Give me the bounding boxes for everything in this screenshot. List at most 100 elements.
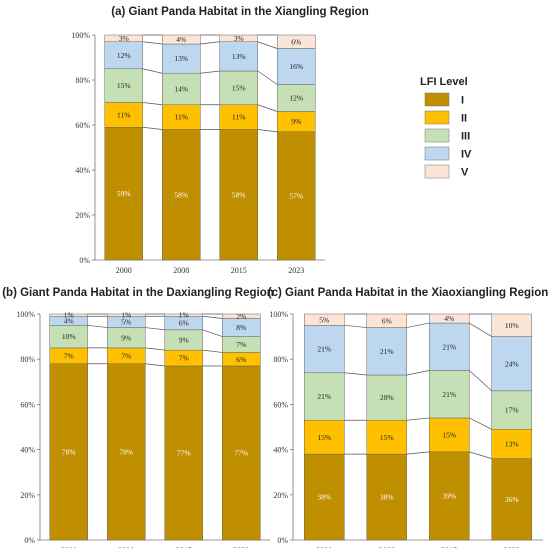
- x-tick-label: 2015: [231, 266, 247, 275]
- bar-segment-iii: [162, 73, 201, 105]
- data-label: 15%: [117, 81, 131, 90]
- data-label: 9%: [121, 333, 131, 342]
- connector-line: [142, 102, 163, 106]
- bar-segment-i: [164, 365, 203, 541]
- x-tick-label: 2000: [61, 546, 77, 548]
- connector-line: [142, 126, 163, 130]
- data-label: 21%: [317, 392, 331, 401]
- chart-b-plot: 0%20%40%60%80%100%78%7%10%4%1%200078%7%9…: [16, 310, 270, 548]
- data-label: 6%: [179, 319, 189, 328]
- data-label: 57%: [289, 191, 303, 200]
- connector-line: [257, 41, 278, 49]
- y-tick-label: 40%: [75, 166, 90, 175]
- data-label: 12%: [289, 94, 303, 103]
- chart-c-plot: 0% 20% 40% 60% 80% 100% 38% 15% 21% 21% 5% 2000 38% 1…: [269, 310, 543, 548]
- data-label: 14%: [174, 85, 188, 94]
- chart-a-title: (a) Giant Panda Habitat in the Xiangling…: [111, 6, 369, 18]
- data-label: 2%: [236, 312, 246, 321]
- y-tick-label: 0%: [79, 256, 90, 265]
- connector-line: [142, 68, 163, 74]
- data-label: 13%: [174, 54, 188, 63]
- bar-segment-v: [222, 313, 261, 319]
- bar-segment-i: [304, 453, 345, 541]
- legend-label: IV: [461, 149, 472, 161]
- y-tick-label: 80%: [75, 76, 90, 85]
- bar-segment-ii: [104, 102, 143, 128]
- data-label: 38%: [380, 493, 394, 502]
- data-label: 21%: [380, 347, 394, 356]
- bar-segment-i: [277, 131, 316, 261]
- y-tick-label: 40%: [273, 446, 288, 455]
- connector-line: [145, 347, 165, 351]
- x-tick-label: 2000: [316, 546, 332, 548]
- data-label: 3%: [119, 34, 129, 43]
- y-tick-label: 20%: [273, 491, 288, 500]
- data-label: 78%: [62, 447, 76, 456]
- bar-segment-v: [107, 313, 146, 317]
- data-label: 4%: [64, 316, 74, 325]
- x-tick-label: 2008: [173, 266, 189, 275]
- bar-segment-iv: [304, 325, 345, 374]
- bar-segment-v: [429, 313, 470, 324]
- data-label: 13%: [505, 440, 519, 449]
- data-label: 13%: [232, 52, 246, 61]
- data-label: 7%: [236, 340, 246, 349]
- data-label: 78%: [119, 447, 133, 456]
- bar-segment-v: [277, 34, 316, 49]
- bar-segment-i: [49, 363, 88, 541]
- bar-segment-iii: [366, 374, 407, 421]
- chart-b-daxiangling: (b) Giant Panda Habitat in the Daxiangli…: [2, 287, 274, 548]
- x-tick-label: 2000: [116, 266, 132, 275]
- data-label: 10%: [505, 321, 519, 330]
- bar-segment-v: [304, 313, 345, 326]
- data-label: 16%: [289, 62, 303, 71]
- connector-line: [406, 370, 430, 376]
- bar-segment-iv: [491, 336, 532, 392]
- bar-segment-iv: [162, 43, 201, 74]
- bar-segment-iii: [104, 68, 143, 103]
- data-label: 15%: [317, 433, 331, 442]
- connector-line: [469, 322, 492, 337]
- data-label: 9%: [179, 336, 189, 345]
- x-tick-label: 2023: [504, 546, 520, 548]
- bar-segment-v: [162, 34, 201, 45]
- legend-label: III: [461, 131, 470, 143]
- data-label: 17%: [505, 406, 519, 415]
- bar-segment-iii: [429, 370, 470, 419]
- data-label: 11%: [117, 110, 130, 119]
- connector-line: [257, 104, 278, 112]
- data-label: 3%: [234, 34, 244, 43]
- bar-segment-ii: [429, 417, 470, 453]
- data-label: 7%: [64, 351, 74, 360]
- connector-line: [257, 129, 278, 133]
- bar-segment-ii: [304, 419, 345, 455]
- bar-segment-iii: [491, 390, 532, 430]
- data-label: 6%: [236, 355, 246, 364]
- y-tick-label: 100%: [71, 31, 90, 40]
- data-label: 77%: [234, 449, 248, 458]
- x-tick-label: 2015: [176, 546, 192, 548]
- bar-segment-iii: [219, 70, 258, 105]
- legend-title: LFI Level: [420, 76, 468, 88]
- bar-segment-v: [366, 313, 407, 328]
- x-tick-label: 2008: [118, 546, 134, 548]
- data-label: 36%: [505, 495, 519, 504]
- chart-b-title: (b) Giant Panda Habitat in the Daxiangli…: [2, 287, 274, 299]
- data-label: 9%: [291, 117, 301, 126]
- bar-segment-iv: [219, 41, 258, 72]
- bar-segment-i: [491, 458, 532, 541]
- connector-line: [406, 451, 430, 455]
- connector-line: [200, 70, 220, 74]
- bar-segment-ii: [491, 429, 532, 459]
- x-tick-label: 2023: [233, 546, 249, 548]
- data-label: 21%: [317, 345, 331, 354]
- bar-segment-v: [164, 313, 203, 317]
- connector-line: [202, 349, 223, 353]
- data-label: 6%: [382, 316, 392, 325]
- legend-swatch-ii: [424, 110, 450, 125]
- data-label: 24%: [505, 359, 519, 368]
- legend-label: V: [461, 167, 469, 179]
- connector-line: [257, 70, 278, 85]
